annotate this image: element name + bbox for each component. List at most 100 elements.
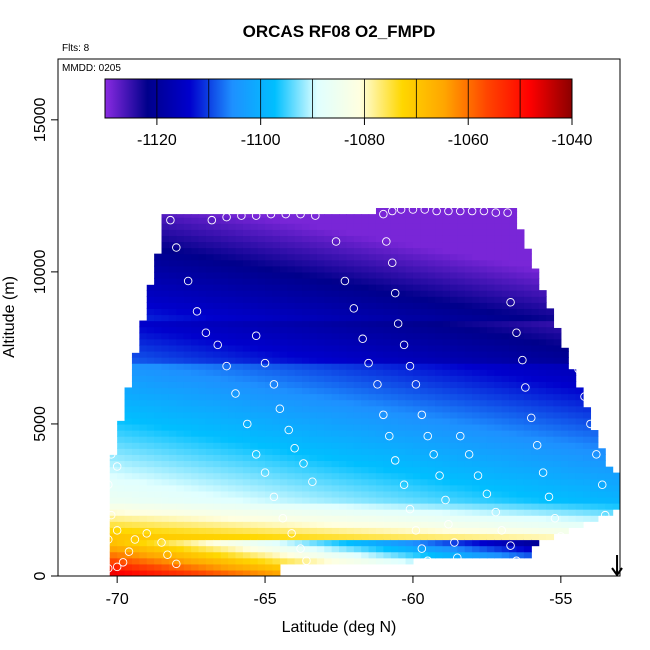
- heatmap-cell: [368, 472, 377, 480]
- heatmap-cell: [265, 302, 274, 309]
- heatmap-cell: [523, 302, 532, 309]
- heatmap-cell: [316, 229, 325, 236]
- heatmap-cell: [531, 405, 540, 413]
- heatmap-cell: [146, 308, 155, 316]
- heatmap-cell: [279, 344, 288, 352]
- heatmap-cell: [346, 466, 355, 474]
- heatmap-cell: [316, 490, 325, 498]
- heatmap-cell: [161, 259, 170, 267]
- heatmap-cell: [331, 551, 340, 559]
- heatmap-cell: [361, 436, 370, 443]
- heatmap-cell: [412, 211, 421, 218]
- heatmap-cell: [168, 290, 177, 297]
- heatmap-cell: [405, 417, 414, 425]
- track-point: [411, 380, 421, 389]
- heatmap-cell: [479, 369, 488, 376]
- heatmap-cell: [176, 411, 185, 419]
- heatmap-cell: [368, 247, 377, 255]
- heatmap-cell: [531, 496, 540, 504]
- heatmap-cell: [427, 314, 436, 322]
- heatmap-cell: [294, 247, 303, 255]
- heatmap-cell: [250, 271, 259, 279]
- heatmap-cell: [257, 569, 266, 576]
- heatmap-cell: [412, 472, 421, 480]
- heatmap-cell: [398, 423, 407, 431]
- heatmap-cell: [501, 405, 510, 413]
- track-point: [104, 564, 113, 573]
- heatmap-cell: [553, 484, 562, 492]
- heatmap-cell: [316, 460, 325, 468]
- heatmap-cell: [309, 545, 318, 553]
- heatmap-cell: [398, 363, 407, 370]
- heatmap-cell: [213, 399, 222, 407]
- heatmap-cell: [390, 472, 399, 480]
- heatmap-cell: [250, 430, 259, 437]
- heatmap-cell: [316, 436, 325, 443]
- heatmap-cell: [546, 320, 555, 328]
- heatmap-cell: [449, 430, 458, 437]
- heatmap-cell: [383, 363, 392, 370]
- heatmap-cell: [176, 290, 185, 297]
- heatmap-cell: [486, 326, 495, 334]
- heatmap-cell: [449, 217, 458, 224]
- heatmap-cell: [191, 357, 200, 364]
- heatmap-cell: [131, 478, 140, 486]
- heatmap-cell: [250, 229, 259, 236]
- heatmap-cell: [427, 332, 436, 340]
- heatmap-cell: [546, 399, 555, 407]
- heatmap-cell: [265, 217, 274, 224]
- heatmap-cell: [575, 393, 584, 401]
- track-point: [299, 459, 308, 468]
- heatmap-cell: [383, 515, 392, 522]
- heatmap-cell: [309, 290, 318, 297]
- heatmap-cell: [412, 430, 421, 437]
- heatmap-cell: [590, 448, 599, 455]
- heatmap-cell: [183, 284, 192, 291]
- heatmap-cell: [412, 381, 421, 389]
- heatmap-cell: [442, 509, 451, 516]
- heatmap-cell: [449, 399, 458, 407]
- heatmap-cell: [287, 545, 296, 553]
- heatmap-cell: [538, 357, 547, 364]
- heatmap-cell: [383, 393, 392, 401]
- heatmap-cell: [405, 551, 414, 559]
- heatmap-cell: [309, 217, 318, 224]
- heatmap-cell: [494, 259, 503, 267]
- heatmap-cell: [375, 527, 384, 535]
- heatmap-cell: [287, 265, 296, 273]
- heatmap-cell: [575, 521, 584, 528]
- heatmap-cell: [412, 515, 421, 522]
- heatmap-cell: [368, 290, 377, 297]
- heatmap-cell: [390, 277, 399, 285]
- heatmap-cell: [457, 241, 466, 249]
- heatmap-cell: [213, 357, 222, 364]
- heatmap-cell: [242, 417, 251, 425]
- heatmap-cell: [523, 332, 532, 340]
- heatmap-cell: [309, 533, 318, 541]
- heatmap-cell: [124, 460, 133, 468]
- heatmap-cell: [139, 411, 148, 419]
- heatmap-cell: [146, 290, 155, 297]
- heatmap-cell: [575, 399, 584, 407]
- heatmap-cell: [516, 423, 525, 431]
- heatmap-cell: [442, 539, 451, 547]
- heatmap-cell: [553, 363, 562, 370]
- heatmap-cell: [146, 478, 155, 486]
- heatmap-cell: [176, 214, 185, 218]
- heatmap-cell: [161, 417, 170, 425]
- heatmap-cell: [265, 545, 274, 553]
- heatmap-cell: [398, 229, 407, 236]
- heatmap-cell: [583, 460, 592, 468]
- heatmap-cell: [501, 509, 510, 516]
- heatmap-cell: [435, 478, 444, 486]
- heatmap-cell: [516, 460, 525, 468]
- heatmap-cell: [279, 478, 288, 486]
- heatmap-cell: [228, 442, 237, 449]
- heatmap-cell: [464, 448, 473, 455]
- heatmap-cell: [242, 490, 251, 498]
- heatmap-cell: [294, 259, 303, 267]
- heatmap-cell: [346, 229, 355, 236]
- heatmap-cell: [265, 411, 274, 419]
- heatmap-cell: [242, 539, 251, 547]
